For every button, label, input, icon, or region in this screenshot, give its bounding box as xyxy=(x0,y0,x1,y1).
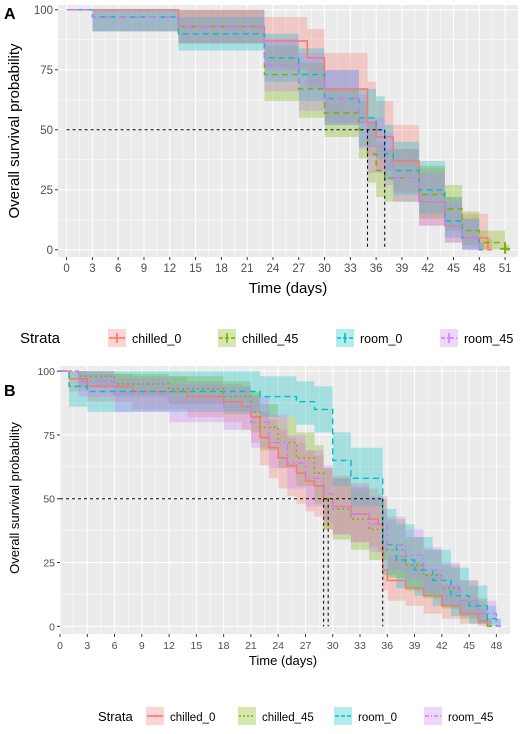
legend-title: Strata xyxy=(98,709,133,724)
x-tick-label: 36 xyxy=(381,640,393,652)
legend-label-chilled_45: chilled_45 xyxy=(242,332,298,346)
x-tick-label: 45 xyxy=(447,263,460,275)
x-tick-label: 6 xyxy=(115,263,121,275)
x-tick-label: 6 xyxy=(112,640,118,652)
confidence-band-room_0 xyxy=(66,9,484,250)
y-tick-label: 0 xyxy=(47,245,53,257)
x-tick-label: 42 xyxy=(436,640,448,652)
x-tick-label: 51 xyxy=(499,263,512,275)
panel-b: 0 3 6 9 12 15 18 21 24 27 30 33 36 39 42 45 48 025507510… xyxy=(7,366,510,725)
confidence-band-room_0 xyxy=(60,371,501,627)
x-tick-label: 12 xyxy=(163,640,175,652)
x-tick-label: 21 xyxy=(245,640,257,652)
y-tick-label: 75 xyxy=(40,65,53,77)
confidence-band-chilled_45 xyxy=(60,371,492,627)
x-tick-label: 12 xyxy=(163,263,176,275)
panel-b-x-axis-label: Time (days) xyxy=(249,653,317,668)
x-tick-label: 36 xyxy=(370,263,383,275)
panel-a: 0 3 6 9 12 15 18 21 24 27 30 33 36 39 42 45 48 51 0255075… xyxy=(6,5,518,347)
panel-a-median-lines xyxy=(66,129,386,250)
x-tick-label: 33 xyxy=(354,640,366,652)
y-tick-label: 50 xyxy=(43,494,55,506)
panel-b-legend: Strata chilled_0 chilled_45 room_0 room_45 xyxy=(98,707,493,725)
x-tick-label: 45 xyxy=(463,640,475,652)
survival-curve-room_0 xyxy=(66,9,484,251)
x-tick-label: 15 xyxy=(189,263,202,275)
x-tick-label: 0 xyxy=(63,263,69,275)
legend-label-room_45: room_45 xyxy=(464,332,513,346)
panel-b-letter: B xyxy=(4,383,16,400)
y-tick-label: 50 xyxy=(40,125,53,137)
survival-curve-room_0 xyxy=(60,370,501,627)
legend-key-room_45 xyxy=(424,707,442,725)
panel-a-x-ticks: 0 3 6 9 12 15 18 21 24 27 30 33 36 39 42 45 48 51 xyxy=(63,257,512,275)
x-tick-label: 27 xyxy=(292,263,305,275)
panel-b-y-axis-label: Overall survival probability xyxy=(7,422,22,574)
y-tick-label: 25 xyxy=(43,558,55,570)
x-tick-label: 39 xyxy=(396,263,409,275)
panel-b-grid xyxy=(59,366,510,634)
legend-label-chilled_45: chilled_45 xyxy=(262,712,314,724)
panel-a-background xyxy=(58,5,518,257)
legend-label-chilled_0: chilled_0 xyxy=(170,712,215,724)
confidence-band-chilled_0 xyxy=(60,371,492,627)
panel-b-confidence-bands xyxy=(60,371,501,627)
x-tick-label: 9 xyxy=(141,263,147,275)
panel-a-y-ticks: 0 25 50 75 100 xyxy=(34,5,58,257)
survival-curve-chilled_45 xyxy=(60,370,492,627)
x-tick-label: 30 xyxy=(318,263,331,275)
legend-label-room_0: room_0 xyxy=(360,332,402,346)
panel-a-x-axis-label: Time (days) xyxy=(249,280,328,297)
x-tick-label: 24 xyxy=(272,640,284,652)
y-tick-label: 0 xyxy=(49,621,55,633)
legend-label-room_45: room_45 xyxy=(448,712,493,724)
survival-curve-room_45 xyxy=(66,9,484,251)
x-tick-label: 48 xyxy=(491,640,503,652)
confidence-band-room_45 xyxy=(60,371,501,627)
legend-label-chilled_0: chilled_0 xyxy=(132,332,181,346)
x-tick-label: 3 xyxy=(84,640,90,652)
panel-a-letter: A xyxy=(4,6,16,23)
panel-a-legend: Strata chilled_0 chilled_45 room_0 room_45 xyxy=(20,329,513,347)
x-tick-label: 18 xyxy=(215,263,228,275)
panel-a-censor-marks xyxy=(500,243,511,254)
panel-b-background xyxy=(60,366,510,634)
legend-title: Strata xyxy=(20,330,61,347)
x-tick-label: 39 xyxy=(409,640,421,652)
panel-a-grid xyxy=(58,5,518,257)
x-tick-label: 42 xyxy=(421,263,434,275)
panel-b-survival-curves xyxy=(60,370,501,627)
x-tick-label: 48 xyxy=(473,263,486,275)
x-tick-label: 0 xyxy=(57,640,63,652)
x-tick-label: 27 xyxy=(300,640,312,652)
y-tick-label: 100 xyxy=(34,5,53,17)
confidence-band-chilled_45 xyxy=(66,9,510,250)
panel-a-y-axis-label: Overall survival probability xyxy=(6,43,23,219)
x-tick-label: 21 xyxy=(241,263,254,275)
survival-curve-chilled_0 xyxy=(60,370,492,627)
y-tick-label: 100 xyxy=(37,366,55,378)
y-tick-label: 25 xyxy=(40,185,53,197)
panel-b-x-ticks: 0 3 6 9 12 15 18 21 24 27 30 33 36 39 42 45 48 xyxy=(57,634,502,652)
confidence-band-room_45 xyxy=(66,9,484,250)
x-tick-label: 24 xyxy=(267,263,280,275)
x-tick-label: 9 xyxy=(139,640,145,652)
y-tick-label: 75 xyxy=(43,430,55,442)
x-tick-label: 33 xyxy=(344,263,357,275)
survival-curve-room_45 xyxy=(60,370,501,627)
x-tick-label: 30 xyxy=(327,640,339,652)
panel-a-survival-curves xyxy=(66,9,510,251)
legend-label-room_0: room_0 xyxy=(358,712,397,724)
x-tick-label: 18 xyxy=(218,640,230,652)
x-tick-label: 15 xyxy=(191,640,203,652)
x-tick-label: 3 xyxy=(89,263,95,275)
panel-b-y-ticks: 0 25 50 75 100 xyxy=(37,366,60,633)
